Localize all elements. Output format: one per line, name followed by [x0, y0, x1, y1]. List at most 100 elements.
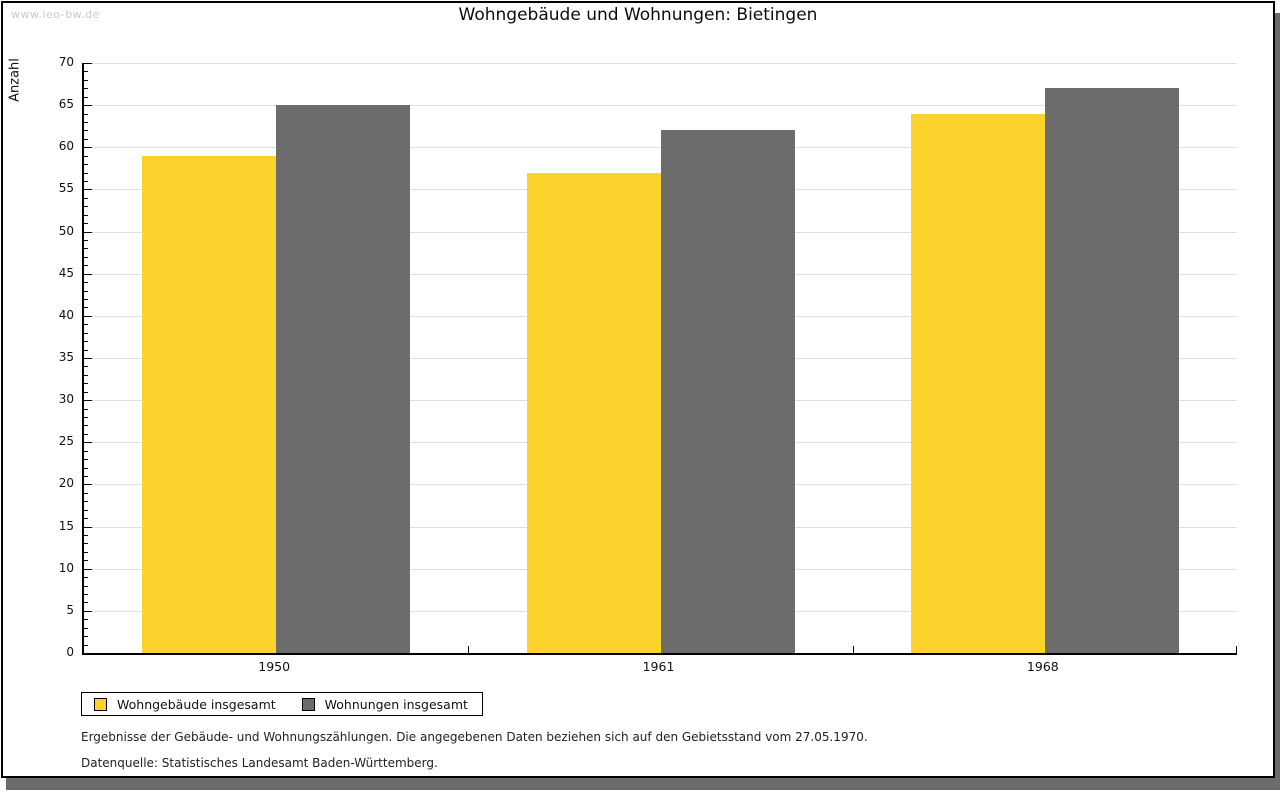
y-minor-tick — [84, 602, 88, 604]
y-minor-tick — [84, 138, 88, 140]
y-minor-tick — [84, 122, 88, 123]
bar-1950-series-1 — [276, 105, 411, 653]
legend-label: Wohngebäude insgesamt — [117, 696, 276, 712]
x-boundary-tick — [852, 646, 854, 653]
y-minor-tick — [84, 113, 88, 115]
y-major-tick — [84, 189, 92, 191]
y-minor-tick — [84, 248, 88, 250]
y-minor-tick — [84, 425, 88, 427]
y-major-tick — [84, 400, 92, 402]
y-minor-tick — [84, 299, 88, 300]
y-tick-label: 55 — [58, 181, 74, 196]
y-tick-label: 5 — [66, 602, 74, 617]
bar-1961-series-1 — [660, 130, 795, 653]
y-tick-label: 15 — [58, 518, 74, 533]
x-end-tick — [1236, 646, 1237, 653]
legend-swatch — [94, 697, 107, 711]
y-minor-tick — [84, 282, 88, 284]
y-minor-tick — [84, 459, 88, 461]
y-tick-label: 25 — [58, 434, 74, 449]
watermark: www.leo-bw.de — [11, 8, 100, 21]
y-minor-tick — [84, 96, 88, 98]
bar-1968-series-1 — [1044, 88, 1179, 653]
y-major-tick — [84, 105, 92, 107]
y-minor-tick — [84, 240, 88, 241]
y-major-tick — [84, 610, 92, 612]
legend-label: Wohnungen insgesamt — [324, 696, 468, 712]
bar-1950-series-0 — [142, 155, 277, 653]
gridline — [84, 105, 1237, 107]
y-minor-tick — [84, 324, 88, 326]
chart-title: Wohngebäude und Wohnungen: Bietingen — [458, 5, 818, 25]
y-minor-tick — [84, 476, 88, 477]
y-major-tick — [84, 63, 92, 64]
y-major-tick — [84, 442, 92, 444]
x-tick-label: 1961 — [642, 659, 675, 674]
footnote-gebietsstand: Ergebnisse der Gebäude- und Wohnungszähl… — [81, 730, 868, 744]
y-major-tick — [84, 526, 92, 528]
y-minor-tick — [84, 543, 88, 545]
y-minor-tick — [84, 594, 88, 595]
y-minor-tick — [84, 181, 88, 182]
chart-canvas: www.leo-bw.de Wohngebäude und Wohnungen:… — [1, 1, 1275, 778]
y-tick-label: 50 — [58, 223, 74, 238]
y-minor-tick — [84, 383, 88, 385]
y-major-tick — [84, 484, 92, 486]
y-minor-tick — [84, 509, 88, 511]
y-minor-tick — [84, 619, 88, 621]
y-minor-tick — [84, 71, 88, 73]
y-major-tick — [84, 358, 92, 359]
y-tick-label: 10 — [58, 560, 74, 575]
y-minor-tick — [84, 492, 88, 494]
y-minor-tick — [84, 535, 88, 536]
legend: Wohngebäude insgesamt Wohnungen insgesamt — [81, 692, 483, 716]
legend-swatch — [301, 697, 315, 711]
y-tick-label: 45 — [58, 265, 74, 280]
y-minor-tick — [84, 551, 88, 553]
y-minor-tick — [84, 214, 88, 216]
y-minor-tick — [84, 433, 88, 435]
y-minor-tick — [84, 307, 88, 309]
y-minor-tick — [84, 290, 88, 292]
y-minor-tick — [84, 577, 88, 579]
x-tick-label: 1968 — [1026, 659, 1059, 674]
y-minor-tick — [84, 585, 88, 587]
y-minor-tick — [84, 341, 88, 343]
y-tick-label: 60 — [58, 139, 74, 154]
y-minor-tick — [84, 256, 88, 258]
y-minor-tick — [84, 332, 88, 334]
y-tick-label: 0 — [66, 645, 74, 659]
y-minor-tick — [84, 450, 88, 452]
y-minor-tick — [84, 88, 88, 90]
y-minor-tick — [84, 560, 88, 562]
y-minor-tick — [84, 164, 88, 166]
y-minor-tick — [84, 265, 88, 267]
legend-item: Wohnungen insgesamt — [301, 696, 468, 712]
gridline — [84, 63, 1237, 64]
y-major-tick — [84, 231, 92, 233]
y-minor-tick — [84, 408, 88, 410]
y-minor-tick — [84, 518, 88, 520]
y-minor-tick — [84, 155, 88, 157]
y-minor-tick — [84, 366, 88, 368]
footnote-datenquelle: Datenquelle: Statistisches Landesamt Bad… — [81, 756, 438, 770]
y-minor-tick — [84, 206, 88, 208]
y-minor-tick — [84, 79, 88, 81]
y-major-tick — [84, 315, 92, 317]
x-tick-label: 1950 — [258, 659, 291, 674]
y-minor-tick — [84, 172, 88, 174]
y-tick-label: 30 — [58, 392, 74, 407]
y-minor-tick — [84, 374, 88, 376]
x-boundary-tick — [468, 646, 470, 653]
y-major-tick — [84, 147, 92, 149]
bar-1968-series-0 — [910, 113, 1045, 653]
y-tick-label: 40 — [58, 307, 74, 322]
y-minor-tick — [84, 467, 88, 469]
y-minor-tick — [84, 501, 88, 503]
y-minor-tick — [84, 223, 88, 225]
y-tick-label: 70 — [58, 55, 74, 69]
y-minor-tick — [84, 417, 88, 418]
y-major-tick — [84, 568, 92, 570]
y-minor-tick — [84, 644, 88, 646]
plot-area — [82, 63, 1237, 655]
